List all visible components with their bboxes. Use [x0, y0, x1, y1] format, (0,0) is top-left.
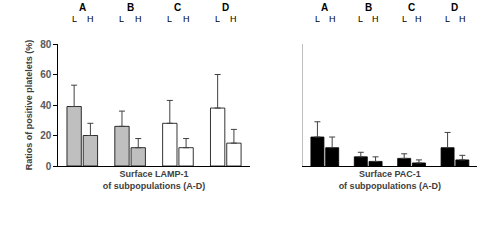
svg-text:L: L [402, 14, 407, 24]
svg-text:A: A [79, 2, 86, 13]
svg-text:L: L [358, 14, 363, 24]
svg-text:L: L [315, 14, 320, 24]
svg-text:H: H [459, 14, 466, 24]
svg-text:L: L [445, 14, 450, 24]
svg-text:80: 80 [40, 39, 52, 50]
svg-text:H: H [415, 14, 422, 24]
svg-text:Ratios of positive platelets (: Ratios of positive platelets (%) [24, 40, 34, 171]
svg-text:L: L [119, 14, 124, 24]
svg-text:H: H [329, 14, 336, 24]
svg-text:D: D [451, 2, 458, 13]
svg-text:L: L [167, 14, 172, 24]
svg-text:20: 20 [40, 130, 52, 141]
svg-text:0: 0 [46, 161, 52, 172]
svg-text:H: H [230, 14, 237, 24]
svg-text:40: 40 [40, 100, 52, 111]
svg-text:Surface LAMP-1of subpopulation: Surface LAMP-1of subpopulations (A-D) [103, 169, 205, 191]
svg-text:H: H [183, 14, 190, 24]
svg-text:B: B [127, 2, 134, 13]
svg-text:C: C [408, 2, 415, 13]
svg-text:L: L [215, 14, 220, 24]
svg-text:H: H [135, 14, 142, 24]
svg-text:Surface PAC-1of subpopulations: Surface PAC-1of subpopulations (A-D) [339, 169, 441, 191]
svg-text:D: D [222, 2, 229, 13]
svg-text:C: C [174, 2, 181, 13]
svg-text:60: 60 [40, 69, 52, 80]
svg-text:A: A [321, 2, 328, 13]
svg-text:L: L [72, 14, 77, 24]
svg-text:H: H [372, 14, 379, 24]
svg-text:H: H [87, 14, 94, 24]
svg-text:B: B [365, 2, 372, 13]
